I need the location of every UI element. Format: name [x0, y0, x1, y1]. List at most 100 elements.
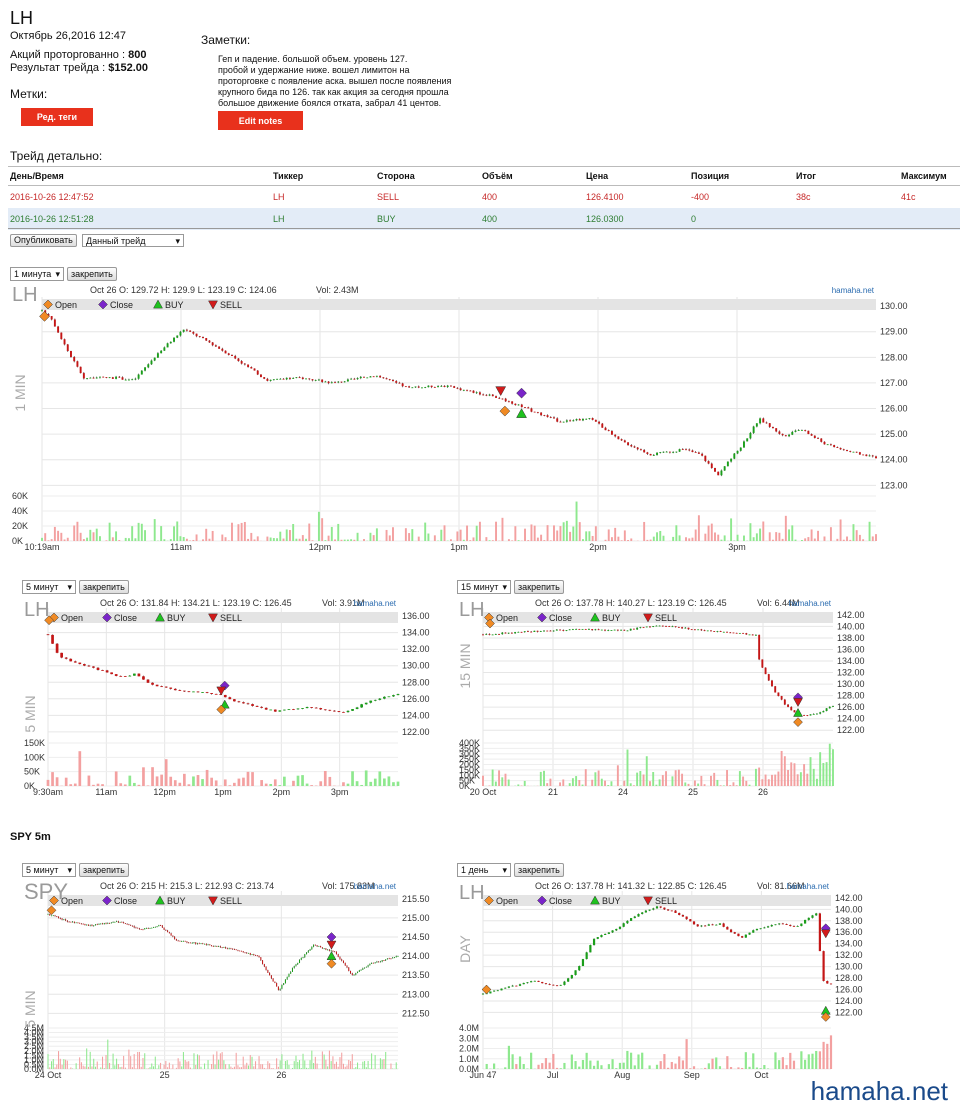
pin-button-spy[interactable]: закрепить: [79, 863, 129, 877]
volume-bar: [846, 537, 848, 541]
volume-bar: [196, 534, 198, 541]
cell-max: 41c: [899, 186, 960, 209]
candle-body: [700, 926, 702, 927]
volume-bar: [276, 1058, 277, 1069]
candle-body: [397, 694, 400, 695]
volume-bar: [89, 530, 91, 541]
interval-select-5m[interactable]: 5 минут▾: [22, 580, 76, 594]
volume-bar: [241, 523, 243, 541]
interval-select-main[interactable]: 1 минута▾: [10, 267, 64, 281]
volume-bar: [313, 1063, 314, 1069]
x-tick-label: 20 Oct: [470, 787, 497, 797]
volume-bar: [233, 783, 236, 786]
legend-label: SELL: [220, 300, 242, 310]
y-tick-label: 215.00: [402, 913, 430, 923]
candle-body: [789, 925, 791, 926]
volume-bar: [814, 539, 816, 541]
volume-bar: [667, 1068, 669, 1069]
volume-bar: [852, 524, 854, 541]
pin-button-5m[interactable]: закрепить: [79, 580, 129, 594]
candle-body: [527, 631, 529, 632]
volume-bar: [693, 1066, 695, 1069]
volume-bar: [717, 535, 719, 541]
volume-bar: [69, 784, 72, 786]
publish-button[interactable]: Опубликовать: [10, 234, 77, 247]
result-value: $152.00: [108, 62, 148, 74]
volume-bar: [585, 769, 587, 786]
candle-body: [236, 949, 237, 950]
pin-button-main[interactable]: закрепить: [67, 267, 117, 281]
candle-body: [202, 337, 204, 338]
volume-bar: [819, 752, 821, 786]
candle-body: [800, 924, 802, 926]
candle-body: [594, 629, 596, 630]
publish-scope-select[interactable]: Данный трейд▾: [82, 234, 184, 247]
candle-body: [875, 456, 877, 458]
candle-body: [546, 631, 548, 632]
edit-tags-button[interactable]: Ред. теги: [21, 108, 93, 126]
candle-body: [720, 471, 722, 476]
volume-bar: [627, 540, 629, 541]
interval-select-15m[interactable]: 15 минут▾: [457, 580, 511, 594]
candle-body: [81, 924, 82, 925]
candle-body: [341, 959, 342, 960]
candle-body: [350, 971, 351, 973]
interval-select-spy[interactable]: 5 минут▾: [22, 863, 76, 877]
candle-body: [737, 934, 739, 936]
candle-body: [597, 937, 599, 939]
volume-bar: [88, 1067, 89, 1069]
candle-body: [155, 927, 156, 928]
volume-bar: [255, 1061, 256, 1069]
candle-body: [619, 927, 621, 929]
volume-bar: [359, 1068, 360, 1069]
volume-bar: [424, 523, 426, 541]
candle-body: [60, 918, 61, 919]
candle-body: [86, 924, 87, 925]
candle-body: [244, 364, 246, 365]
volume-bar: [183, 1052, 184, 1069]
pin-button-day[interactable]: закрепить: [514, 863, 564, 877]
volume-bar: [608, 1064, 610, 1069]
volume-bar: [575, 776, 577, 786]
volume-bar: [114, 1065, 115, 1069]
candle-body: [656, 453, 658, 455]
volume-bar: [775, 532, 777, 541]
volume-bar: [604, 781, 606, 786]
candle-body: [519, 984, 521, 986]
candle-body: [578, 629, 580, 630]
candle-body: [297, 963, 298, 964]
candle-body: [153, 927, 154, 928]
candle-body: [321, 380, 323, 382]
edit-notes-button[interactable]: Edit notes: [218, 111, 303, 130]
candle-body: [131, 379, 133, 380]
volume-bar: [476, 526, 478, 541]
candle-body: [237, 950, 238, 951]
volume-bar: [283, 539, 285, 541]
volume-bar: [230, 1067, 231, 1069]
x-tick-label: Aug: [614, 1070, 630, 1080]
volume-bar: [286, 529, 288, 541]
candle-body: [576, 419, 578, 420]
volume-bar: [350, 1061, 351, 1069]
pin-button-15m[interactable]: закрепить: [514, 580, 564, 594]
volume-bar: [598, 771, 600, 786]
legend-label: BUY: [165, 300, 184, 310]
volume-bar: [633, 785, 635, 786]
interval-select-day[interactable]: 1 день▾: [457, 863, 511, 877]
tags-label: Метки:: [10, 87, 47, 101]
volume-bar: [88, 776, 91, 786]
volume-bar: [549, 1063, 551, 1069]
volume-tick-label: 50K: [24, 767, 40, 777]
candle-body: [708, 924, 710, 925]
volume-bar: [294, 1061, 295, 1069]
volume-bar: [189, 540, 191, 541]
volume-bar: [730, 1067, 732, 1069]
candle-body: [872, 455, 874, 456]
candle-body: [269, 710, 272, 711]
candle-body: [617, 630, 619, 631]
